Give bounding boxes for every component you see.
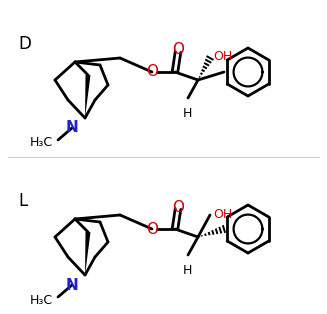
Text: OH: OH <box>213 208 232 220</box>
Text: D: D <box>18 35 31 53</box>
Text: H₃C: H₃C <box>30 294 53 306</box>
Text: L: L <box>18 192 27 210</box>
Polygon shape <box>85 232 91 275</box>
Text: N: N <box>66 278 78 293</box>
Text: O: O <box>172 42 184 57</box>
Text: N: N <box>66 121 78 136</box>
Text: O: O <box>172 199 184 214</box>
Text: H: H <box>182 264 192 277</box>
Text: O: O <box>146 221 158 236</box>
Text: H₃C: H₃C <box>30 137 53 149</box>
Polygon shape <box>85 75 91 118</box>
Text: O: O <box>146 64 158 79</box>
Text: H: H <box>182 107 192 120</box>
Text: OH: OH <box>213 51 232 63</box>
